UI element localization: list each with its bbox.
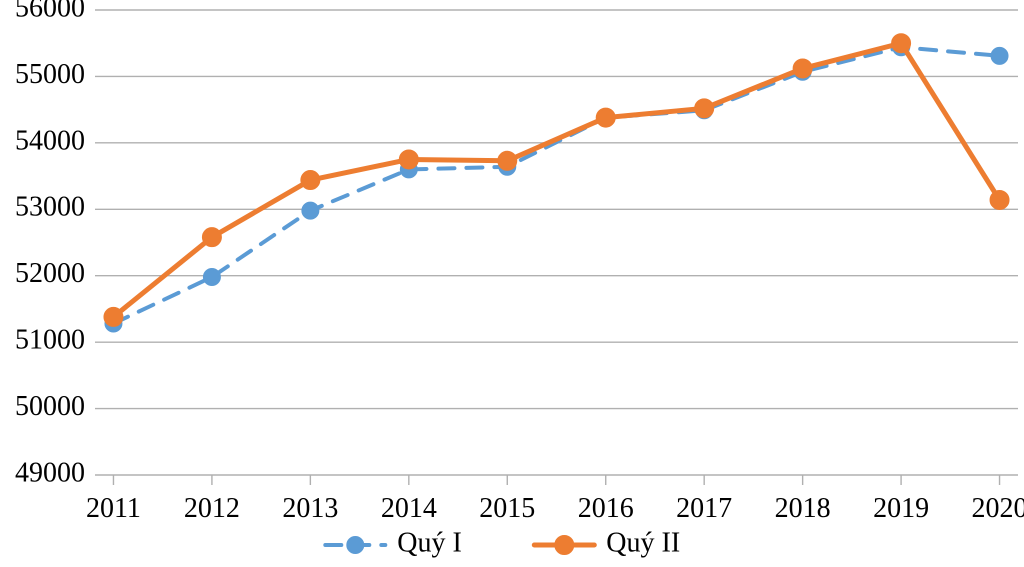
series-marker-1 <box>400 150 418 168</box>
series-marker-1 <box>597 109 615 127</box>
y-tick-label: 50000 <box>15 391 85 422</box>
series-marker-1 <box>104 308 122 326</box>
x-tick-label: 2014 <box>381 493 437 524</box>
x-tick-label: 2012 <box>184 493 240 524</box>
chart-svg: 49000 50000 51000 52000 53000 54000 55000 56000… <box>0 0 1024 567</box>
y-tick-label: 54000 <box>15 125 85 156</box>
y-tick-label: 49000 <box>15 457 85 488</box>
series-marker-1 <box>695 99 713 117</box>
x-tick-label: 2011 <box>86 493 141 524</box>
x-tick-label: 2013 <box>282 493 338 524</box>
x-tick-label: 2019 <box>873 493 929 524</box>
y-tick-label: 56000 <box>15 0 85 23</box>
series-marker-1 <box>301 171 319 189</box>
legend-label: Quý I <box>397 527 462 558</box>
series-marker-0 <box>204 269 220 285</box>
legend-swatch-marker <box>347 537 363 553</box>
y-tick-label: 55000 <box>15 59 85 90</box>
series-marker-1 <box>203 228 221 246</box>
x-tick-label: 2017 <box>676 493 732 524</box>
legend-label: Quý II <box>606 527 680 558</box>
series-marker-1 <box>892 34 910 52</box>
y-tick-label: 51000 <box>15 325 85 356</box>
series-marker-1 <box>794 59 812 77</box>
line-chart: 49000 50000 51000 52000 53000 54000 55000 56000… <box>0 0 1024 567</box>
x-tick-label: 2020 <box>972 493 1024 524</box>
series-marker-0 <box>992 48 1008 64</box>
y-tick-label: 53000 <box>15 192 85 223</box>
series-marker-0 <box>302 203 318 219</box>
series-marker-1 <box>991 191 1009 209</box>
legend-swatch-marker <box>555 536 573 554</box>
series-marker-1 <box>498 152 516 170</box>
x-tick-label: 2016 <box>578 493 634 524</box>
y-tick-label: 52000 <box>15 258 85 289</box>
x-tick-label: 2018 <box>775 493 831 524</box>
x-tick-label: 2015 <box>479 493 535 524</box>
